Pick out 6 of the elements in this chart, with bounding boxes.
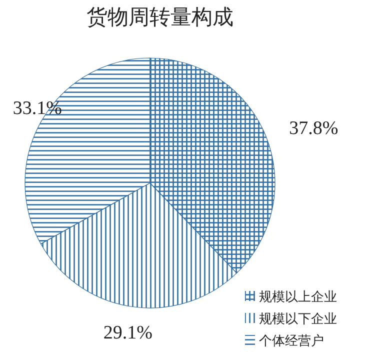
data-label: 37.8% [289, 118, 338, 139]
chart-title: 货物周转量构成 [86, 5, 234, 29]
data-label: 29.1% [103, 322, 153, 344]
legend-label: 规模以下企业 [259, 312, 337, 327]
legend-label: 个体经营户 [259, 334, 324, 349]
legend-label: 规模以上企业 [259, 290, 337, 305]
